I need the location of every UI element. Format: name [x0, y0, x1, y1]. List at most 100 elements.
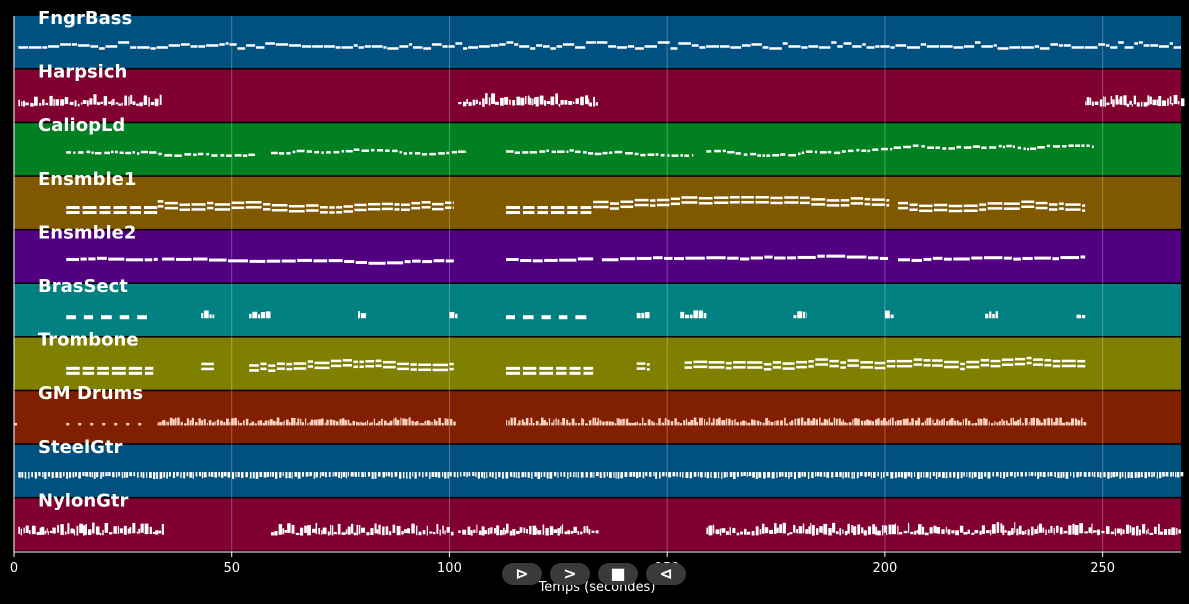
- note: [530, 47, 536, 50]
- note: [64, 97, 69, 105]
- note: [984, 418, 988, 426]
- stop-icon: ■: [610, 564, 626, 583]
- note: [886, 359, 896, 363]
- note: [353, 360, 358, 364]
- note: [837, 45, 843, 48]
- note: [421, 206, 431, 209]
- note: [421, 153, 428, 156]
- note: [235, 472, 237, 478]
- note: [1115, 95, 1119, 105]
- note: [1000, 523, 1003, 533]
- note: [269, 472, 272, 477]
- note: [531, 472, 533, 479]
- note: [1156, 472, 1158, 479]
- note: [322, 527, 327, 535]
- note: [877, 418, 880, 426]
- note: [341, 532, 346, 535]
- note: [249, 472, 252, 479]
- note: [75, 472, 77, 477]
- stop-button[interactable]: ■: [598, 563, 638, 585]
- note: [567, 206, 578, 210]
- note: [361, 149, 369, 152]
- note: [769, 529, 774, 535]
- note: [433, 259, 445, 263]
- rewind-button[interactable]: ⊳: [502, 563, 542, 585]
- note: [981, 146, 987, 150]
- note: [984, 472, 987, 477]
- note: [808, 360, 814, 363]
- note: [297, 472, 301, 479]
- note: [268, 364, 276, 367]
- back-button[interactable]: ⊲: [646, 563, 686, 585]
- note: [553, 472, 557, 477]
- note: [575, 422, 577, 426]
- note: [129, 211, 142, 215]
- note: [364, 421, 367, 426]
- note: [418, 472, 421, 477]
- note: [706, 256, 726, 260]
- x-tick-label: 50: [223, 561, 240, 576]
- note: [708, 366, 725, 369]
- note: [867, 256, 879, 260]
- note: [611, 421, 614, 426]
- note: [477, 472, 480, 479]
- note: [87, 100, 89, 107]
- note: [378, 421, 381, 426]
- note: [656, 423, 658, 426]
- note: [971, 472, 974, 479]
- note: [782, 367, 795, 370]
- note: [770, 196, 783, 200]
- note: [1032, 417, 1036, 426]
- note: [168, 44, 181, 47]
- note: [1156, 99, 1159, 106]
- note: [530, 417, 533, 426]
- note: [433, 419, 436, 426]
- note: [924, 420, 926, 426]
- note: [796, 365, 807, 369]
- note: [365, 365, 375, 368]
- note: [144, 523, 149, 535]
- note: [1157, 523, 1160, 535]
- note: [249, 423, 252, 426]
- note: [157, 205, 164, 208]
- play-button[interactable]: >: [550, 563, 590, 585]
- note: [1131, 527, 1135, 536]
- note: [997, 47, 1009, 50]
- note: [1028, 422, 1030, 426]
- note: [1058, 44, 1063, 47]
- note: [353, 44, 358, 47]
- note: [231, 201, 245, 205]
- note: [574, 46, 586, 49]
- playback-controls: ⊳ > ■ ⊲: [502, 563, 686, 585]
- note: [791, 420, 794, 426]
- note: [923, 359, 931, 362]
- note: [714, 149, 721, 153]
- note: [706, 150, 712, 153]
- note: [936, 419, 939, 426]
- note: [758, 472, 762, 478]
- note: [703, 313, 707, 319]
- note: [1058, 202, 1064, 205]
- note: [712, 524, 715, 534]
- note: [211, 154, 218, 157]
- note: [817, 254, 825, 258]
- note: [586, 525, 589, 533]
- note: [1038, 420, 1041, 426]
- note: [80, 102, 83, 105]
- note: [121, 472, 123, 479]
- note: [371, 472, 374, 479]
- note: [798, 526, 803, 534]
- note: [750, 419, 754, 426]
- note: [57, 525, 60, 533]
- note: [529, 422, 531, 426]
- note: [432, 368, 448, 372]
- note: [33, 96, 38, 106]
- note: [699, 46, 706, 49]
- note: [219, 43, 225, 46]
- note: [486, 472, 488, 479]
- note: [835, 531, 839, 535]
- note: [886, 204, 890, 207]
- note: [620, 205, 634, 209]
- note: [359, 365, 364, 369]
- note: [1124, 46, 1134, 49]
